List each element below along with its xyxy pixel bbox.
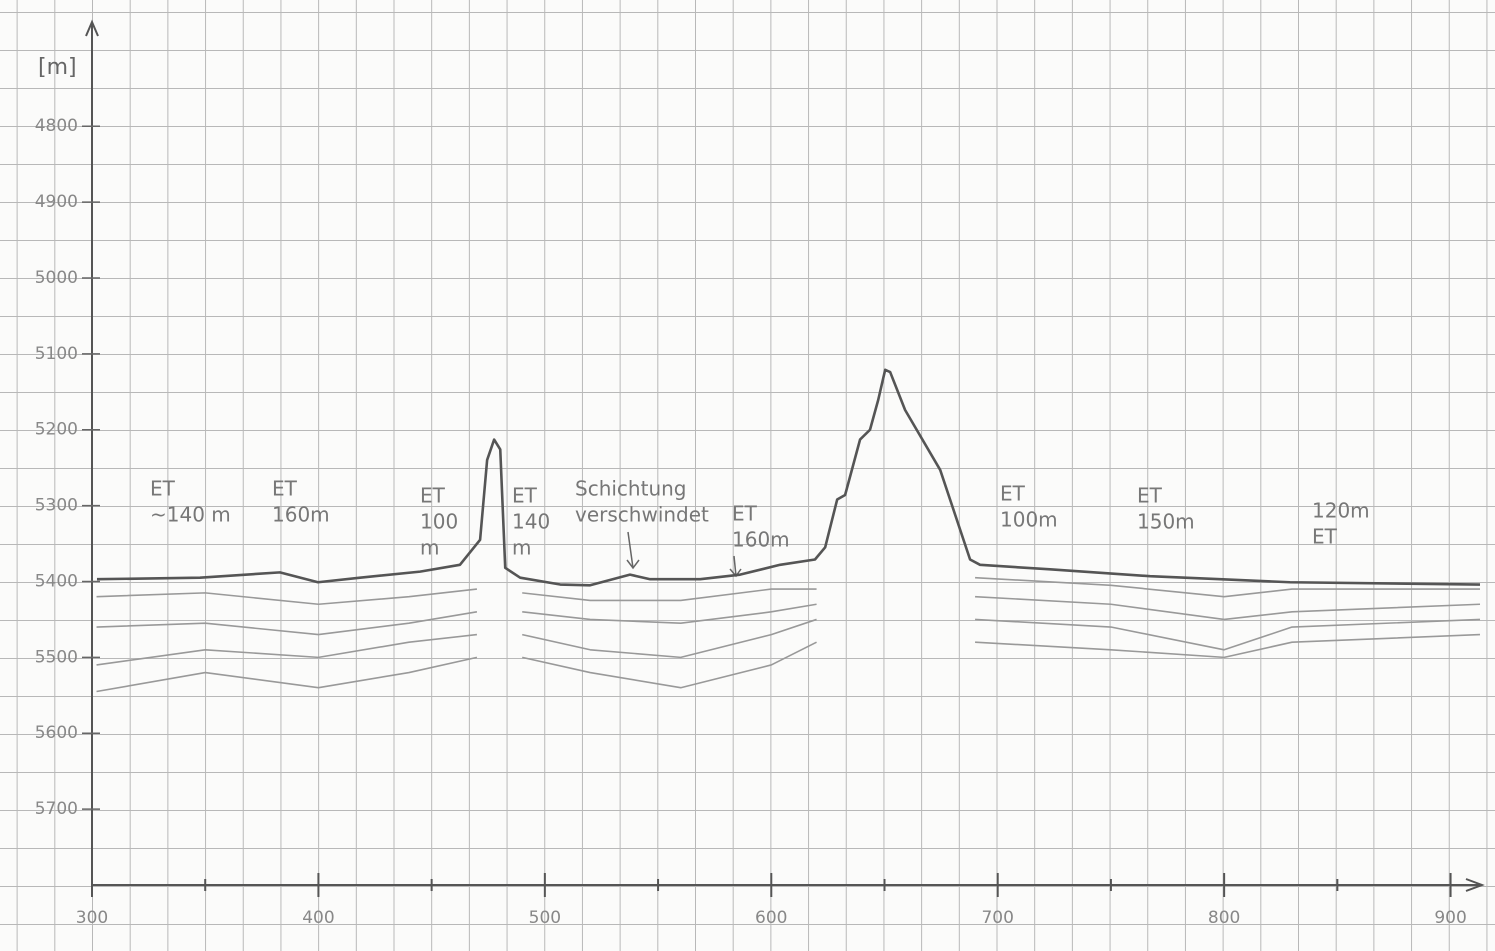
reflector-line xyxy=(522,588,817,602)
annotation: m xyxy=(512,536,531,560)
annotation: 150m xyxy=(1137,510,1195,534)
annotation: Schichtung xyxy=(575,477,686,501)
reflector-line xyxy=(96,656,478,693)
x-tick-label: 900 xyxy=(1434,908,1466,928)
y-axis-label: [m] xyxy=(38,55,77,80)
reflector-line xyxy=(975,576,1480,598)
seafloor-line xyxy=(96,368,1481,587)
reflector-line xyxy=(96,588,478,606)
reflector-line xyxy=(96,611,478,636)
annotation: ET xyxy=(1312,525,1338,549)
x-tick-label: 600 xyxy=(755,908,787,928)
reflector-line xyxy=(522,618,817,659)
annotation: ET xyxy=(150,477,176,501)
annotation: 140 xyxy=(512,510,550,534)
x-tick-label: 400 xyxy=(302,908,334,928)
annotation-arrow xyxy=(729,555,742,578)
y-tick-label: 5000 xyxy=(35,268,78,288)
reflector-line xyxy=(522,641,817,689)
x-tick-label: 500 xyxy=(529,908,561,928)
y-tick-label: 4900 xyxy=(35,192,78,212)
x-tick-label: 300 xyxy=(76,908,108,928)
reflector-line xyxy=(975,618,1481,651)
annotation: 100 xyxy=(420,510,458,534)
y-axis-arrow xyxy=(85,19,99,37)
y-tick-label: 5600 xyxy=(35,723,78,743)
reflector-line xyxy=(975,633,1481,659)
annotation: 160m xyxy=(732,528,790,552)
reflector-line xyxy=(975,595,1481,621)
annotation: verschwindet xyxy=(575,503,709,527)
y-tick-label: 5100 xyxy=(35,344,78,364)
y-tick-label: 5400 xyxy=(35,571,78,591)
annotation: m xyxy=(420,536,439,560)
x-tick-label: 800 xyxy=(1208,908,1240,928)
x-tick-label: 700 xyxy=(981,908,1013,928)
annotation: ET xyxy=(420,484,446,508)
annotation: 100m xyxy=(1000,508,1058,532)
y-tick-label: 5200 xyxy=(35,420,78,440)
x-axis-arrow xyxy=(1465,878,1485,892)
annotation: ET xyxy=(1137,484,1163,508)
annotation: ET xyxy=(272,477,298,501)
annotation: ET xyxy=(732,502,758,526)
y-tick-label: 5500 xyxy=(35,647,78,667)
y-tick-label: 5300 xyxy=(35,496,78,516)
y-tick-label: 5700 xyxy=(35,799,78,819)
annotation: 160m xyxy=(272,503,330,527)
annotation: ET xyxy=(1000,482,1026,506)
annotation: 120m xyxy=(1312,499,1370,523)
annotation: ~140 m xyxy=(150,503,231,527)
annotation-arrow xyxy=(626,531,640,570)
reflector-line xyxy=(522,603,817,625)
y-tick-label: 4800 xyxy=(35,116,78,136)
reflector-line xyxy=(96,633,478,666)
annotation: ET xyxy=(512,484,538,508)
